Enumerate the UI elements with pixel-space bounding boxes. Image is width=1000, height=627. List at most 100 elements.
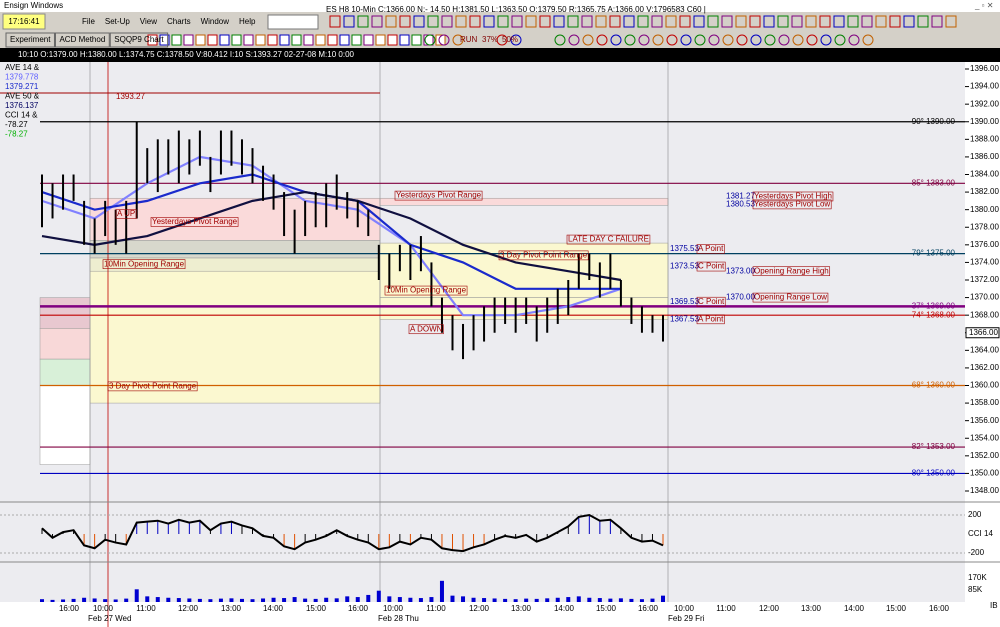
tool-icon[interactable] xyxy=(243,34,254,46)
tool-icon[interactable] xyxy=(581,15,593,28)
tool-icon[interactable] xyxy=(722,34,734,46)
tool-icon[interactable] xyxy=(452,34,464,46)
tool-icon[interactable] xyxy=(427,15,439,28)
tool-icon[interactable] xyxy=(665,15,677,28)
tool-icon[interactable] xyxy=(834,34,846,46)
tool-icon[interactable] xyxy=(638,34,650,46)
tab[interactable]: ACD Method xyxy=(59,35,105,44)
tool-icon[interactable] xyxy=(291,34,302,46)
tool-icon[interactable] xyxy=(357,15,369,28)
menu-item[interactable]: File xyxy=(82,17,95,26)
tool-icon[interactable] xyxy=(399,15,411,28)
tool-icon[interactable] xyxy=(931,15,943,28)
tool-icon[interactable] xyxy=(329,15,341,28)
tool-icon[interactable] xyxy=(680,34,692,46)
tool-icon[interactable] xyxy=(820,34,832,46)
tool-icon[interactable] xyxy=(750,34,762,46)
tool-icon[interactable] xyxy=(694,34,706,46)
tool-icon[interactable] xyxy=(721,15,733,28)
tool-icon[interactable] xyxy=(736,34,748,46)
tool-icon[interactable] xyxy=(707,15,719,28)
menu-item[interactable]: Window xyxy=(201,17,230,26)
tool-icon[interactable] xyxy=(455,15,467,28)
tool-icon[interactable] xyxy=(525,15,537,28)
tab-frame[interactable] xyxy=(54,32,110,48)
tool-icon[interactable] xyxy=(399,34,410,46)
tool-icon[interactable] xyxy=(679,15,691,28)
tool-icon[interactable] xyxy=(343,15,355,28)
tool-icon[interactable] xyxy=(438,34,450,46)
tool-icon[interactable] xyxy=(554,34,566,46)
tool-icon[interactable] xyxy=(207,34,218,46)
tool-icon[interactable] xyxy=(637,15,649,28)
tool-icon[interactable] xyxy=(363,34,374,46)
tool-icon[interactable] xyxy=(219,34,230,46)
tool-icon[interactable] xyxy=(848,34,860,46)
tool-icon[interactable] xyxy=(595,15,607,28)
tool-icon[interactable] xyxy=(609,15,621,28)
tool-icon[interactable] xyxy=(327,34,338,46)
tool-text[interactable]: 50% xyxy=(502,35,518,44)
tool-icon[interactable] xyxy=(791,15,803,28)
tool-icon[interactable] xyxy=(862,34,874,46)
tool-icon[interactable] xyxy=(749,15,761,28)
tool-icon[interactable] xyxy=(147,34,158,46)
tool-icon[interactable] xyxy=(315,34,326,46)
tool-icon[interactable] xyxy=(539,15,551,28)
tool-icon[interactable] xyxy=(483,15,495,28)
tool-icon[interactable] xyxy=(917,15,929,28)
tool-icon[interactable] xyxy=(735,15,747,28)
tool-icon[interactable] xyxy=(435,34,446,46)
tool-icon[interactable] xyxy=(764,34,776,46)
tool-icon[interactable] xyxy=(847,15,859,28)
tool-icon[interactable] xyxy=(231,34,242,46)
tool-icon[interactable] xyxy=(375,34,386,46)
menu-item[interactable]: Charts xyxy=(167,17,191,26)
tool-icon[interactable] xyxy=(652,34,664,46)
tool-icon[interactable] xyxy=(806,34,818,46)
tool-icon[interactable] xyxy=(875,15,887,28)
tool-icon[interactable] xyxy=(469,15,481,28)
tab-frame[interactable] xyxy=(5,32,55,48)
tool-icon[interactable] xyxy=(441,15,453,28)
tool-icon[interactable] xyxy=(833,15,845,28)
tool-text[interactable]: RUN xyxy=(460,35,478,44)
menu-item[interactable]: Set-Up xyxy=(105,17,130,26)
tool-icon[interactable] xyxy=(511,15,523,28)
tab-frame[interactable] xyxy=(109,32,169,48)
tool-icon[interactable] xyxy=(889,15,901,28)
tool-icon[interactable] xyxy=(424,34,436,46)
menu-item[interactable]: Help xyxy=(239,17,256,26)
tool-icon[interactable] xyxy=(623,15,635,28)
tool-icon[interactable] xyxy=(496,34,508,46)
tool-icon[interactable] xyxy=(411,34,422,46)
tool-icon[interactable] xyxy=(861,15,873,28)
tool-icon[interactable] xyxy=(624,34,636,46)
tool-icon[interactable] xyxy=(279,34,290,46)
tool-icon[interactable] xyxy=(778,34,790,46)
tool-icon[interactable] xyxy=(339,34,350,46)
tool-icon[interactable] xyxy=(708,34,720,46)
tool-icon[interactable] xyxy=(171,34,182,46)
tool-text[interactable]: 37% xyxy=(482,35,498,44)
tool-icon[interactable] xyxy=(763,15,775,28)
tool-icon[interactable] xyxy=(413,15,425,28)
tool-icon[interactable] xyxy=(651,15,663,28)
tool-icon[interactable] xyxy=(387,34,398,46)
window-controls[interactable]: _ ▫ ✕ xyxy=(974,1,993,10)
tool-icon[interactable] xyxy=(945,15,957,28)
tool-icon[interactable] xyxy=(596,34,608,46)
tool-icon[interactable] xyxy=(568,34,580,46)
tool-icon[interactable] xyxy=(159,34,170,46)
tool-icon[interactable] xyxy=(510,34,522,46)
tool-icon[interactable] xyxy=(903,15,915,28)
tool-icon[interactable] xyxy=(497,15,509,28)
tool-icon[interactable] xyxy=(666,34,678,46)
tool-icon[interactable] xyxy=(385,15,397,28)
tool-icon[interactable] xyxy=(255,34,266,46)
tab[interactable]: Experiment xyxy=(10,35,51,44)
tool-icon[interactable] xyxy=(610,34,622,46)
tool-icon[interactable] xyxy=(303,34,314,46)
tool-icon[interactable] xyxy=(693,15,705,28)
tab[interactable]: SQQP9 Chart xyxy=(114,35,164,44)
